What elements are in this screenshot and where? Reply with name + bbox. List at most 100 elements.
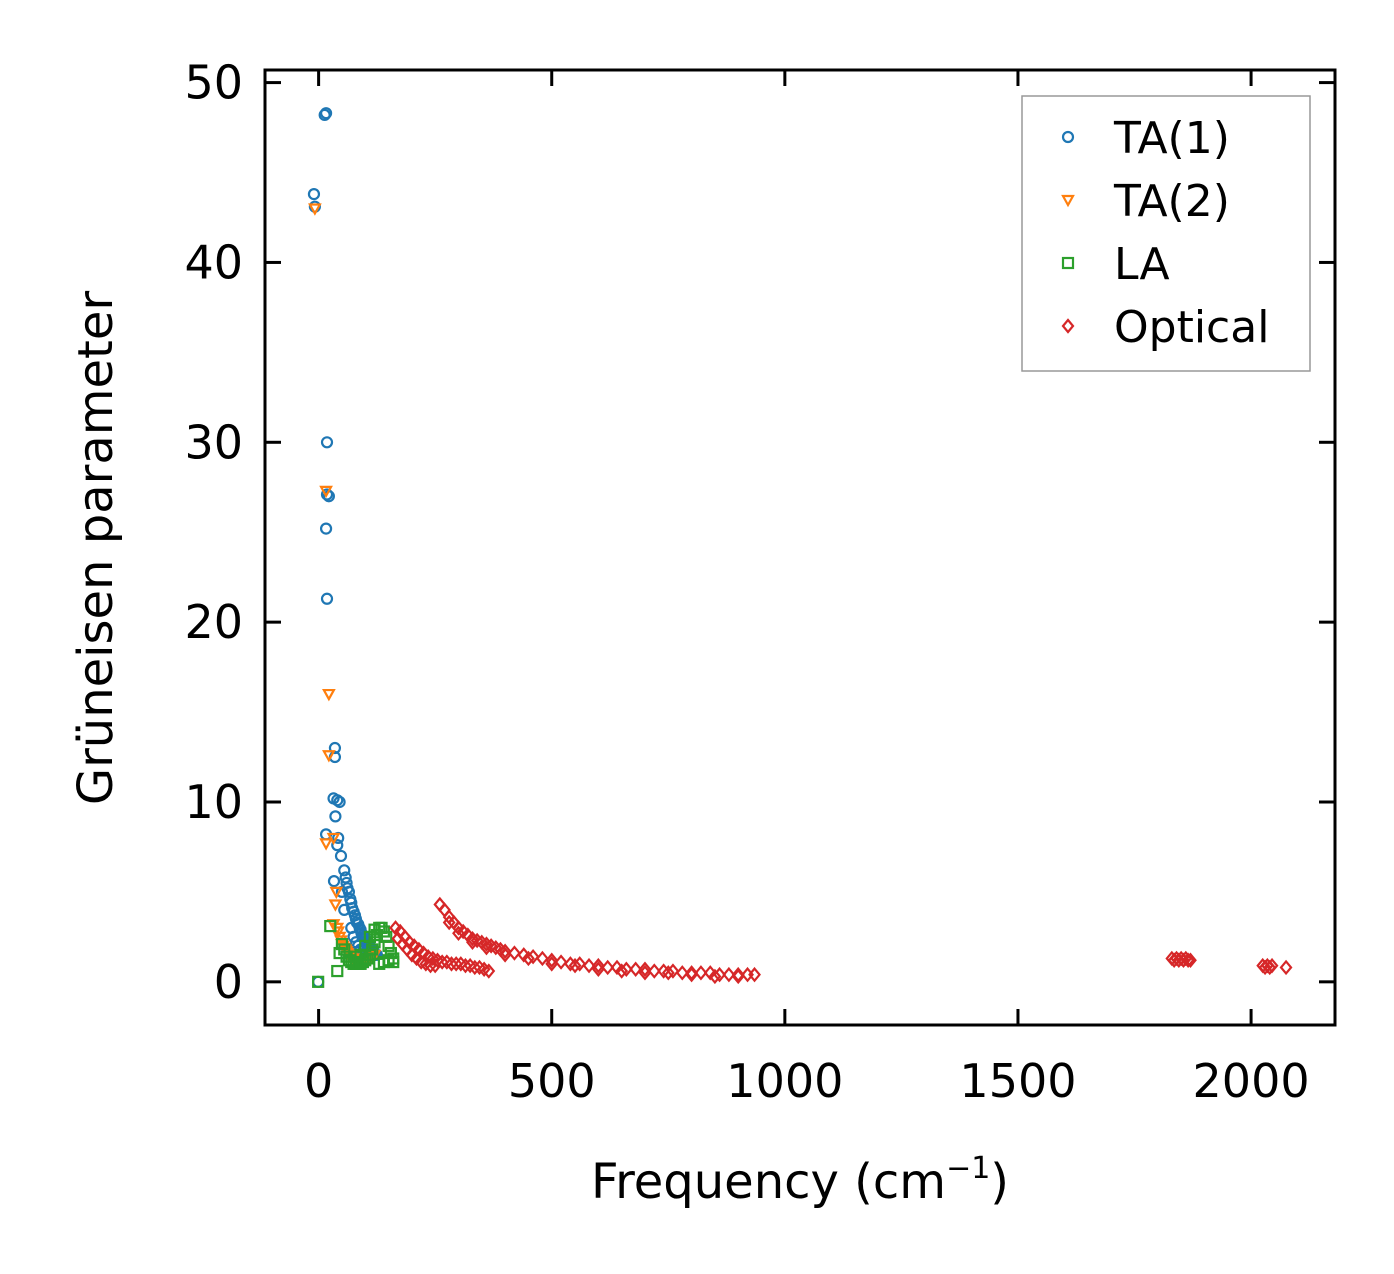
data-point-ta-1 xyxy=(320,436,334,449)
data-point-la xyxy=(349,950,363,963)
data-point-la xyxy=(331,964,344,978)
data-point-ta-1 xyxy=(331,794,344,807)
legend-marker xyxy=(1061,194,1075,208)
legend-marker xyxy=(1061,256,1075,270)
data-point-optical xyxy=(675,965,689,981)
plot-points xyxy=(307,107,1293,988)
data-point-la xyxy=(368,923,381,936)
data-point-optical xyxy=(554,954,568,970)
data-point-optical xyxy=(508,945,521,961)
data-point-ta-1 xyxy=(331,839,344,852)
data-point-ta-1 xyxy=(320,488,334,501)
data-point-ta-1 xyxy=(319,107,333,120)
data-point-optical xyxy=(582,957,596,974)
data-point-optical xyxy=(1265,957,1279,974)
legend: TA(1) TA(2) LA Optical xyxy=(1021,95,1311,372)
data-point-optical xyxy=(731,968,745,985)
data-point-optical xyxy=(1279,959,1293,976)
x-tick-label: 1000 xyxy=(726,1054,843,1108)
y-tick-label: 20 xyxy=(184,595,243,649)
data-point-optical xyxy=(748,966,761,983)
data-point-ta-1 xyxy=(319,522,333,535)
data-point-optical xyxy=(1181,952,1195,968)
data-point-ta-1 xyxy=(338,864,351,877)
y-axis-label: Grüneisen parameter xyxy=(68,291,124,806)
data-point-optical xyxy=(661,965,675,981)
data-point-ta-1 xyxy=(342,885,356,899)
legend-marker xyxy=(1061,318,1075,334)
data-point-optical xyxy=(708,968,722,985)
data-point-optical xyxy=(545,952,559,968)
x-tick-label: 1500 xyxy=(959,1054,1076,1108)
data-point-ta-1 xyxy=(307,187,321,201)
data-point-la xyxy=(387,955,400,969)
data-point-ta-2 xyxy=(308,203,322,216)
x-axis-label-main: Frequency (cm xyxy=(591,1154,946,1210)
data-point-optical xyxy=(482,963,496,979)
data-point-optical xyxy=(694,965,708,981)
data-point-ta-2 xyxy=(328,899,343,912)
x-tick-label: 500 xyxy=(508,1054,596,1108)
data-point-optical xyxy=(445,956,458,972)
data-point-optical xyxy=(428,957,442,974)
y-axis-ticks: 0 10 20 30 40 50 xyxy=(184,56,1335,1009)
data-point-optical xyxy=(685,965,699,981)
legend-label: TA(2) xyxy=(1113,176,1230,227)
data-point-optical xyxy=(535,950,549,967)
data-point-optical xyxy=(468,959,482,976)
data-point-optical xyxy=(480,939,493,956)
data-point-ta-2 xyxy=(319,485,333,499)
data-point-la xyxy=(312,975,325,988)
data-point-optical xyxy=(459,957,472,974)
y-tick-label: 30 xyxy=(184,415,243,469)
data-point-ta-2 xyxy=(322,688,336,702)
data-point-optical xyxy=(545,956,559,972)
x-axis-label-superscript: −1 xyxy=(946,1151,990,1186)
data-point-optical xyxy=(498,943,512,959)
data-point-ta-1 xyxy=(333,795,346,809)
data-point-optical xyxy=(442,914,456,931)
data-point-optical xyxy=(424,957,437,974)
data-point-ta-1 xyxy=(318,108,331,122)
data-point-ta-1 xyxy=(320,592,334,605)
data-point-ta-2 xyxy=(322,750,336,763)
legend-label: TA(1) xyxy=(1113,113,1230,164)
y-tick-label: 10 xyxy=(184,775,243,829)
data-point-la xyxy=(366,943,379,956)
y-tick-label: 0 xyxy=(214,955,243,1009)
legend-label: Optical xyxy=(1114,302,1269,353)
legend-marker xyxy=(1061,130,1075,144)
data-point-ta-1 xyxy=(334,849,348,863)
data-point-optical xyxy=(1184,952,1197,968)
x-axis-ticks: 0 500 1000 1500 2000 xyxy=(304,70,1310,1108)
data-point-optical xyxy=(452,925,465,941)
data-point-ta-2 xyxy=(329,886,344,900)
y-tick-label: 50 xyxy=(184,56,243,110)
data-point-optical xyxy=(638,961,652,977)
data-point-optical xyxy=(466,934,479,950)
x-tick-label: 0 xyxy=(304,1054,333,1108)
data-point-optical xyxy=(629,961,643,977)
x-axis-label: Frequency (cm−1) xyxy=(591,1151,1009,1210)
data-point-la xyxy=(324,919,337,933)
data-point-optical xyxy=(591,961,605,977)
data-point-optical xyxy=(615,963,629,979)
data-point-optical xyxy=(647,963,661,979)
data-point-la xyxy=(382,939,395,952)
data-point-optical xyxy=(568,957,582,974)
data-point-optical xyxy=(685,966,699,983)
data-point-optical xyxy=(638,965,652,981)
y-tick-label: 40 xyxy=(184,235,243,289)
legend-label: LA xyxy=(1114,239,1170,290)
data-point-optical xyxy=(449,956,463,972)
data-point-optical xyxy=(521,950,535,967)
data-point-ta-1 xyxy=(329,810,342,823)
data-point-ta-1 xyxy=(327,875,341,888)
data-point-optical xyxy=(731,966,745,983)
x-axis-label-close: ) xyxy=(990,1154,1009,1210)
data-point-ta-2 xyxy=(319,838,333,851)
data-point-optical xyxy=(722,966,736,983)
data-point-optical xyxy=(435,954,449,970)
data-point-optical xyxy=(498,947,512,963)
